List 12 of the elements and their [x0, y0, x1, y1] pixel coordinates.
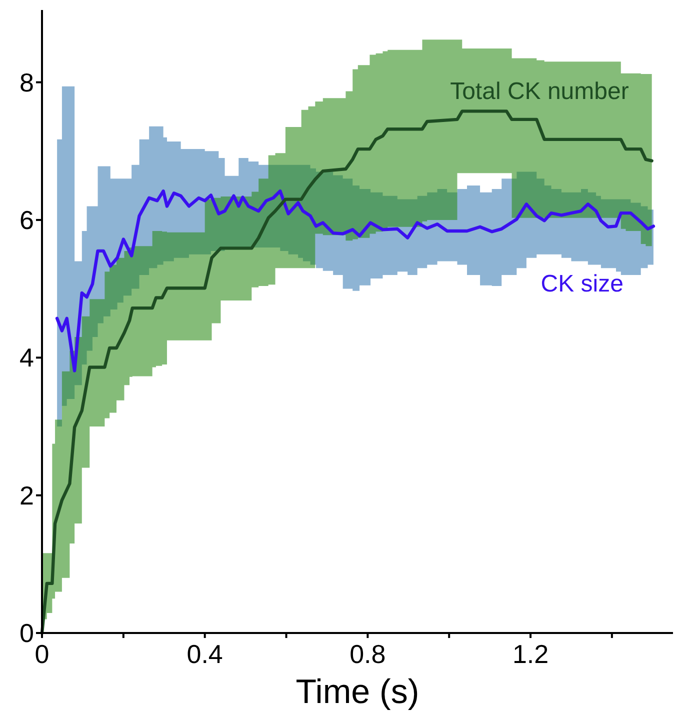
- series-label: CK size: [540, 270, 624, 298]
- y-tick-label: 0: [20, 618, 34, 648]
- x-axis-title: Time (s): [296, 673, 420, 711]
- x-tick-label: 0.4: [186, 639, 223, 669]
- y-tick-label: 2: [20, 480, 34, 510]
- x-tick-label: 0.8: [350, 639, 386, 669]
- series-label: Total CK number: [450, 78, 629, 106]
- y-tick-label: 4: [20, 342, 34, 373]
- line-series: [55, 189, 656, 372]
- x-tick-label: 1.2: [512, 639, 549, 669]
- y-tick-label: 8: [20, 67, 34, 98]
- y-tick-label: 6: [20, 205, 34, 236]
